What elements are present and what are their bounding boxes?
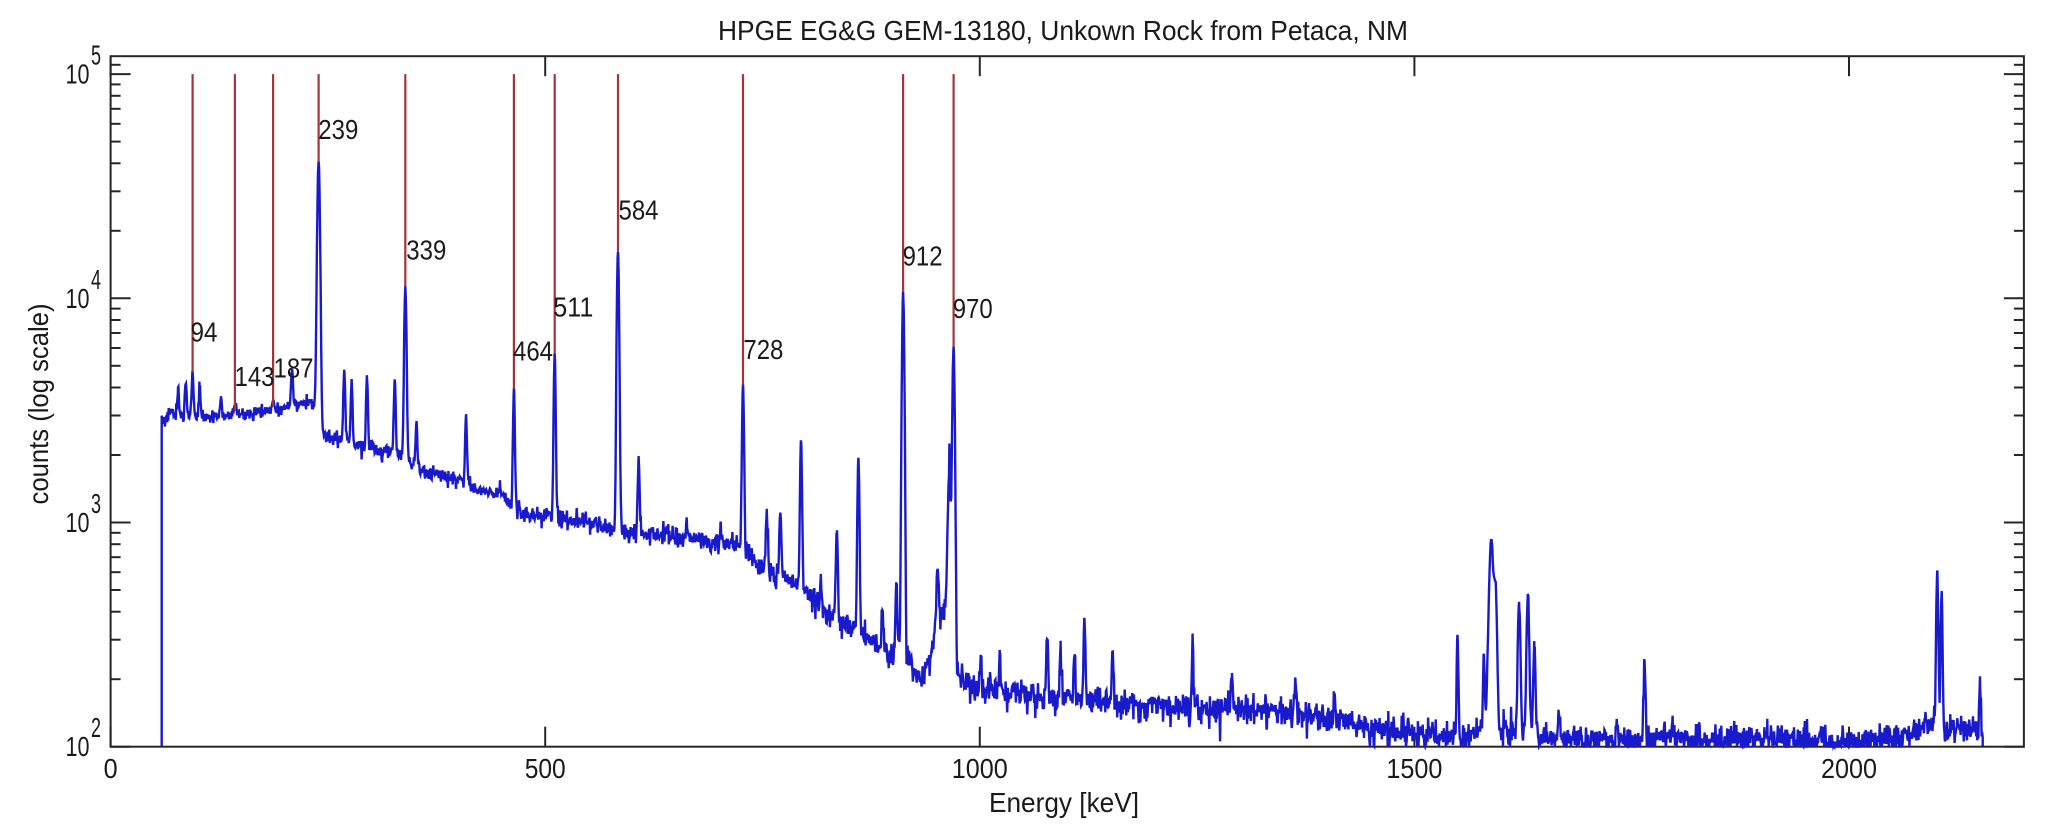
svg-text:5: 5: [91, 40, 101, 71]
svg-text:464: 464: [513, 336, 553, 367]
svg-text:1500: 1500: [1386, 753, 1442, 784]
svg-text:511: 511: [553, 292, 593, 323]
svg-text:HPGE EG&G GEM-13180, Unkown Ro: HPGE EG&G GEM-13180, Unkown Rock from Pe…: [718, 15, 1408, 46]
svg-text:10: 10: [66, 59, 90, 90]
svg-text:1000: 1000: [952, 753, 1008, 784]
svg-text:4: 4: [91, 264, 101, 295]
svg-text:970: 970: [953, 293, 993, 324]
svg-text:143: 143: [235, 361, 275, 392]
svg-text:counts (log scale): counts (log scale): [23, 304, 54, 505]
svg-text:728: 728: [743, 334, 783, 365]
svg-text:10: 10: [66, 731, 90, 762]
svg-text:500: 500: [525, 753, 566, 784]
svg-text:0: 0: [104, 753, 118, 784]
svg-text:Energy [keV]: Energy [keV]: [989, 787, 1139, 818]
svg-text:10: 10: [66, 507, 90, 538]
svg-text:584: 584: [619, 194, 659, 225]
svg-text:3: 3: [91, 488, 101, 519]
svg-text:94: 94: [191, 317, 218, 348]
svg-text:339: 339: [406, 235, 446, 266]
svg-text:239: 239: [318, 114, 358, 145]
svg-text:2000: 2000: [1821, 753, 1877, 784]
svg-text:2: 2: [91, 712, 101, 743]
svg-text:187: 187: [274, 353, 314, 384]
svg-text:912: 912: [903, 241, 943, 272]
svg-text:10: 10: [66, 283, 90, 314]
